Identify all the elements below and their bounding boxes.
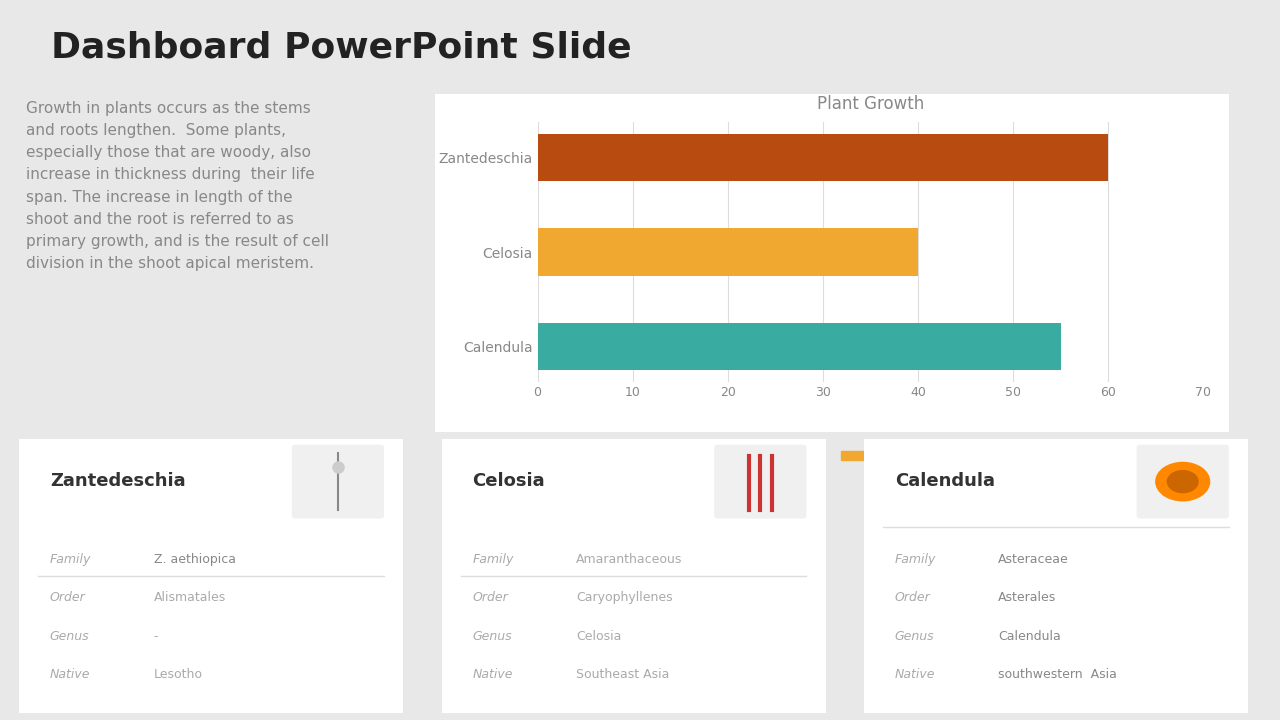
Text: Lesotho: Lesotho — [154, 668, 202, 681]
Text: Order: Order — [895, 591, 931, 604]
Text: Calendula: Calendula — [998, 630, 1061, 643]
Text: Asteraceae: Asteraceae — [998, 553, 1069, 566]
Circle shape — [1167, 471, 1198, 492]
FancyBboxPatch shape — [1137, 445, 1229, 518]
Text: Family: Family — [895, 553, 936, 566]
Bar — [538, 323, 1061, 370]
Text: Genus: Genus — [50, 630, 90, 643]
FancyBboxPatch shape — [292, 445, 384, 518]
FancyBboxPatch shape — [714, 445, 806, 518]
Text: Celosia: Celosia — [576, 630, 621, 643]
Text: Native: Native — [472, 668, 513, 681]
Text: Alismatales: Alismatales — [154, 591, 225, 604]
Text: Genus: Genus — [895, 630, 934, 643]
Text: Calendula: Calendula — [895, 472, 995, 490]
Title: Plant Growth: Plant Growth — [817, 94, 924, 112]
Circle shape — [1156, 462, 1210, 501]
Text: Z. aethiopica: Z. aethiopica — [154, 553, 236, 566]
Text: Asterales: Asterales — [998, 591, 1057, 604]
Text: Zantedeschia: Zantedeschia — [50, 472, 186, 490]
Text: Family: Family — [50, 553, 91, 566]
Text: Amaranthaceous: Amaranthaceous — [576, 553, 682, 566]
Text: Caryophyllenes: Caryophyllenes — [576, 591, 672, 604]
Text: Native: Native — [50, 668, 91, 681]
Text: Southeast Asia: Southeast Asia — [576, 668, 669, 681]
Text: Family: Family — [472, 553, 513, 566]
Text: Genus: Genus — [472, 630, 512, 643]
Text: Celosia: Celosia — [472, 472, 545, 490]
Text: Native: Native — [895, 668, 936, 681]
Text: Growth in plants occurs as the stems
and roots lengthen.  Some plants,
especiall: Growth in plants occurs as the stems and… — [26, 101, 329, 271]
Legend: Zantedeschia, Celosia, Calendula: Zantedeschia, Celosia, Calendula — [691, 445, 1050, 468]
Bar — [538, 134, 1108, 181]
Text: Order: Order — [50, 591, 86, 604]
Bar — [538, 228, 918, 276]
Text: -: - — [154, 630, 159, 643]
Text: southwestern  Asia: southwestern Asia — [998, 668, 1117, 681]
Text: Dashboard PowerPoint Slide: Dashboard PowerPoint Slide — [51, 30, 632, 65]
Text: Order: Order — [472, 591, 508, 604]
